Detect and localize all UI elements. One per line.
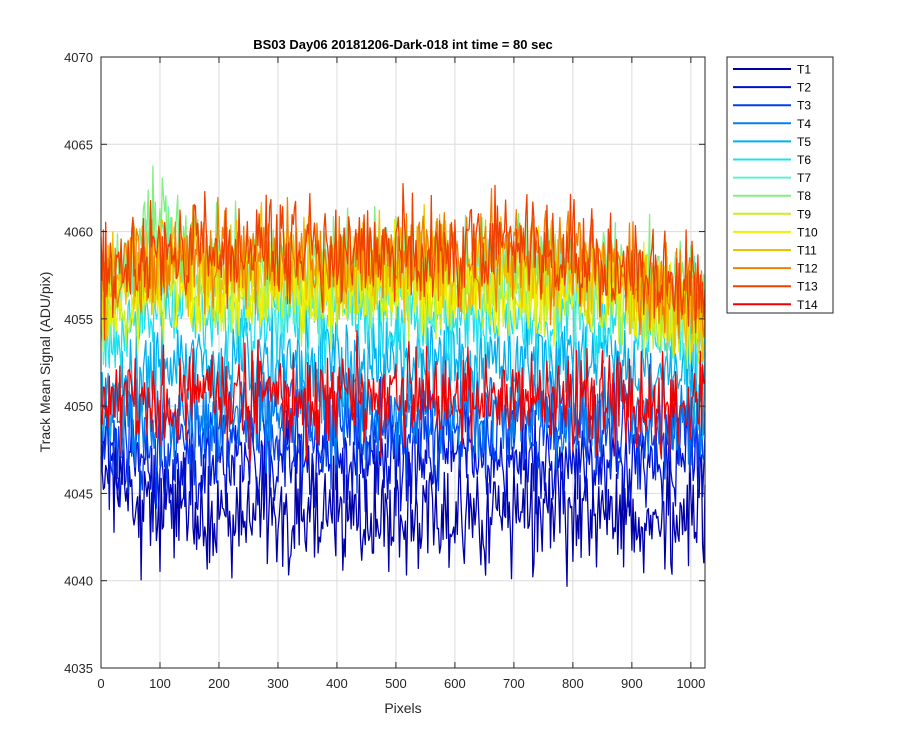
legend-label-t13: T13 — [797, 280, 818, 294]
plot-frame — [100, 56, 706, 669]
legend-label-t1: T1 — [797, 63, 811, 77]
legend-label-t4: T4 — [797, 117, 811, 131]
y-tick-label: 4065 — [64, 137, 93, 152]
y-tick-label: 4035 — [64, 661, 93, 676]
ticks — [100, 56, 705, 669]
legend-label-t6: T6 — [797, 153, 811, 167]
y-tick-label: 4060 — [64, 225, 93, 240]
legend-label-t14: T14 — [797, 298, 818, 312]
legend-label-t7: T7 — [797, 171, 811, 185]
chart-title: BS03 Day06 20181206-Dark-018 int time = … — [253, 37, 553, 52]
series-line-t13 — [100, 182, 706, 341]
legend-label-t12: T12 — [797, 262, 818, 276]
x-tick-label: 200 — [208, 676, 230, 691]
legend-label-t8: T8 — [797, 189, 811, 203]
y-tick-label: 4055 — [64, 312, 93, 327]
x-tick-label: 100 — [149, 676, 171, 691]
legend-label-t3: T3 — [797, 99, 811, 113]
legend-label-t9: T9 — [797, 207, 811, 221]
legend: T1 T2 T3 T4 T5 T6 T7 T8 T9 T10 T11 T12 T13 T14 — [726, 56, 834, 314]
x-tick-label: 500 — [385, 676, 407, 691]
x-axis-label: Pixels — [384, 700, 421, 716]
legend-label-t11: T11 — [797, 244, 817, 258]
legend-box — [726, 56, 834, 314]
y-axis-label: Track Mean Signal (ADU/pix) — [37, 272, 53, 453]
x-tick-label: 600 — [444, 676, 466, 691]
y-tick-label: 4045 — [64, 486, 93, 501]
legend-label-t2: T2 — [797, 81, 811, 95]
series-line-t2 — [100, 403, 706, 533]
x-tick-label: 900 — [621, 676, 643, 691]
x-tick-label: 300 — [267, 676, 289, 691]
x-tick-label: 800 — [562, 676, 584, 691]
tick-labels: 0 100 200 300 400 500 600 700 800 900 1000 4035 4040… — [64, 50, 705, 691]
x-tick-label: 1000 — [676, 676, 705, 691]
series-line-t12 — [100, 187, 706, 340]
legend-label-t10: T10 — [797, 225, 818, 239]
series-layer — [100, 165, 706, 587]
legend-label-t5: T5 — [797, 135, 811, 149]
series-line-t14 — [100, 330, 706, 466]
y-tick-label: 4040 — [64, 574, 93, 589]
x-tick-label: 0 — [97, 676, 104, 691]
x-tick-label: 400 — [326, 676, 348, 691]
y-tick-label: 4050 — [64, 399, 93, 414]
y-tick-label: 4070 — [64, 50, 93, 65]
x-tick-label: 700 — [503, 676, 525, 691]
series-line-t4 — [100, 342, 706, 474]
